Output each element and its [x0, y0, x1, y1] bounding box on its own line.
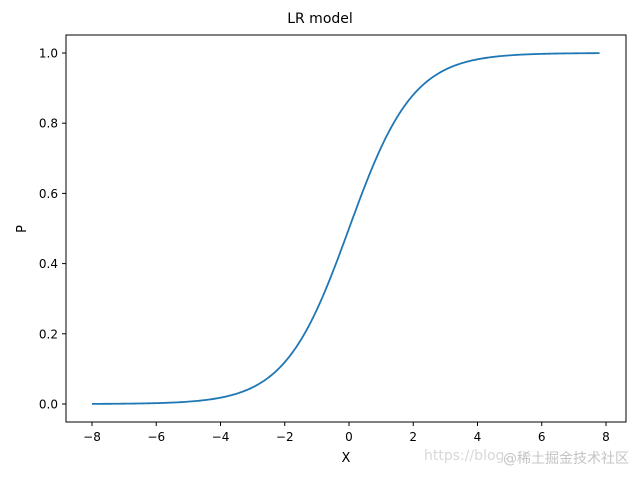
x-axis-ticks: −8 −6 −4 −2 0 2 4 6 8 — [83, 422, 610, 444]
x-axis-label: X — [342, 451, 351, 466]
y-axis-label: P — [15, 225, 30, 233]
y-tick-label: 0.0 — [39, 398, 58, 412]
x-tick-label: 2 — [409, 430, 417, 444]
x-tick-label: 6 — [538, 430, 546, 444]
y-tick-label: 1.0 — [39, 47, 58, 61]
watermark-site: @稀土掘金技术社区 — [503, 451, 629, 467]
y-axis-ticks: 0.0 0.2 0.4 0.6 0.8 1.0 — [39, 47, 66, 412]
y-tick-label: 0.6 — [39, 187, 58, 201]
x-tick-label: −6 — [147, 430, 165, 444]
watermark-url: https://blog. — [424, 448, 509, 464]
x-tick-label: −4 — [212, 430, 230, 444]
x-tick-label: 4 — [474, 430, 482, 444]
y-tick-label: 0.4 — [39, 257, 58, 271]
x-tick-label: −8 — [83, 430, 101, 444]
sigmoid-line — [92, 52, 600, 405]
x-tick-label: 8 — [602, 430, 610, 444]
axes-frame — [65, 34, 627, 423]
y-tick-label: 0.8 — [39, 117, 58, 131]
x-tick-label: 0 — [345, 430, 353, 444]
chart-title: LR model — [287, 11, 353, 27]
x-tick-label: −2 — [276, 430, 294, 444]
y-tick-label: 0.2 — [39, 327, 58, 341]
